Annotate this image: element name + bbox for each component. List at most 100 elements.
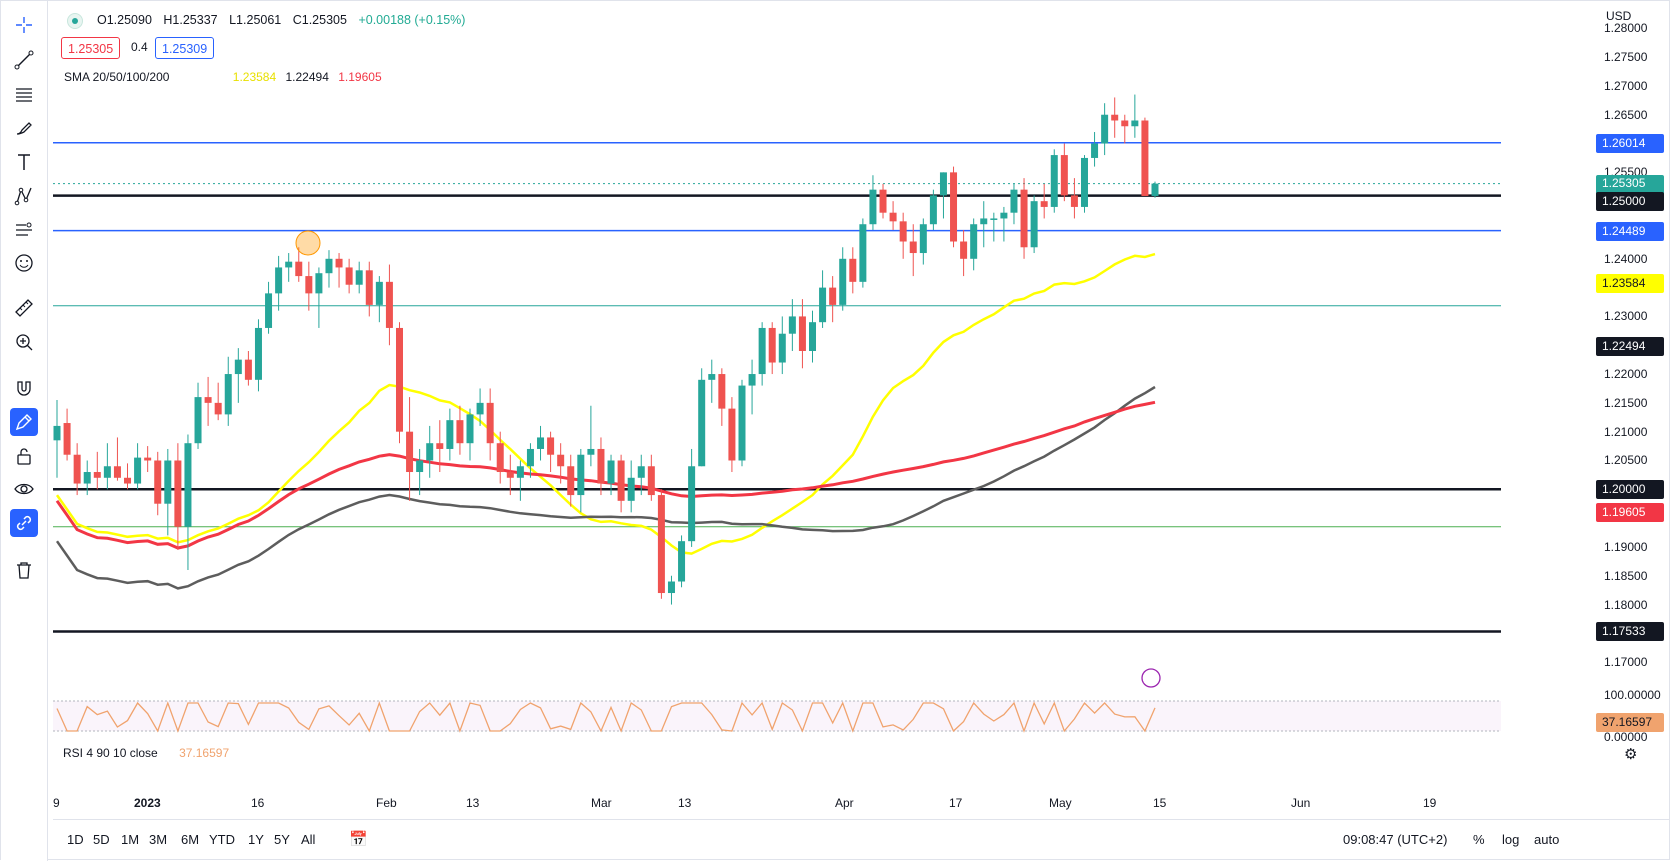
price-tick: 1.26500 <box>1604 107 1648 122</box>
candle-body <box>345 267 353 285</box>
candle-body <box>506 472 514 478</box>
candle-body <box>416 460 424 473</box>
date-label: 2023 <box>134 796 161 810</box>
trash-icon[interactable] <box>10 556 38 584</box>
range-5y-button[interactable]: 5Y <box>274 832 290 847</box>
candle-body <box>486 402 494 444</box>
candle-body <box>1141 120 1149 196</box>
candle-body <box>93 472 101 478</box>
candle-body <box>265 293 273 328</box>
candle-body <box>627 477 635 501</box>
brush-icon[interactable] <box>10 114 38 142</box>
range-5d-button[interactable]: 5D <box>93 832 110 847</box>
settings-gear-icon[interactable]: ⚙ <box>1624 746 1638 763</box>
clock-time[interactable]: 09:08:47 (UTC+2) <box>1343 832 1448 847</box>
candle-body <box>919 224 927 254</box>
trendline-icon[interactable] <box>10 46 38 74</box>
range-1d-button[interactable]: 1D <box>67 832 84 847</box>
lock-icon[interactable] <box>10 442 38 470</box>
range-all-button[interactable]: All <box>301 832 316 847</box>
price-chart-svg[interactable] <box>53 1 1596 791</box>
candle-body <box>768 327 776 363</box>
forecast-icon[interactable] <box>10 216 38 244</box>
price-tick: 1.22000 <box>1604 367 1648 382</box>
candle-body <box>798 316 806 351</box>
text-icon[interactable] <box>10 148 38 176</box>
candle-body <box>809 322 817 351</box>
chart-pane[interactable] <box>53 1 1596 791</box>
candle-body <box>577 454 585 496</box>
candle-body <box>970 224 978 259</box>
candle-body <box>144 457 152 461</box>
candle-body <box>53 425 61 441</box>
candle-body <box>375 281 383 305</box>
sma200-line <box>55 400 1156 550</box>
price-badge-label: 1.19605 <box>1602 505 1646 520</box>
candle-body <box>1070 195 1078 207</box>
date-range-icon[interactable]: 📅 <box>349 831 368 848</box>
candle-body <box>204 397 212 403</box>
sma50-value: 1.22494 <box>285 70 329 84</box>
range-1m-button[interactable]: 1M <box>121 832 140 847</box>
drawing-mode-icon[interactable] <box>10 408 38 436</box>
date-label: 19 <box>1423 796 1437 810</box>
price-tick: 1.27500 <box>1604 50 1648 65</box>
range-6m-button[interactable]: 6M <box>181 832 200 847</box>
buy-button[interactable]: 1.25309 <box>155 37 215 59</box>
crosshair-icon[interactable] <box>10 11 38 39</box>
candle-body <box>325 258 333 274</box>
rsi-label: RSI 4 90 10 close <box>63 746 158 760</box>
emoji-icon[interactable] <box>10 249 38 277</box>
candle-body <box>889 212 897 222</box>
percent-toggle[interactable]: % <box>1473 832 1485 847</box>
price-badge-label: 1.20000 <box>1602 482 1646 497</box>
range-3m-button[interactable]: 3M <box>149 832 168 847</box>
candle-body <box>1121 120 1129 127</box>
candle-body <box>496 443 504 473</box>
price-tick: 1.23000 <box>1604 309 1648 324</box>
candle-body <box>456 420 464 444</box>
range-1y-button[interactable]: 1Y <box>248 832 264 847</box>
log-toggle[interactable]: log <box>1502 832 1520 847</box>
magnet-icon[interactable] <box>10 375 38 403</box>
candle-body <box>1091 143 1099 158</box>
pattern-icon[interactable] <box>10 182 38 210</box>
zoom-in-icon[interactable] <box>10 328 38 356</box>
ruler-icon[interactable] <box>10 294 38 322</box>
fib-retracement-icon[interactable] <box>10 81 38 109</box>
price-tick: 1.17000 <box>1604 655 1648 670</box>
currency-selector[interactable]: USD <box>1606 9 1632 23</box>
price-badge-label: 1.22494 <box>1602 338 1646 353</box>
candle-body <box>597 448 605 484</box>
price-tick: 1.27000 <box>1604 78 1648 93</box>
price-axis[interactable]: 1.280001.275001.270001.265001.255001.250… <box>1596 1 1670 791</box>
rsi-badge: 37.16597 <box>1596 713 1664 732</box>
range-ytd-button[interactable]: YTD <box>209 832 235 847</box>
candle-body <box>778 333 786 363</box>
candle-body <box>657 495 665 594</box>
auto-toggle[interactable]: auto <box>1534 832 1560 847</box>
date-label: 13 <box>466 796 480 810</box>
candle-body <box>819 287 827 323</box>
candle-body <box>395 327 403 432</box>
sell-button[interactable]: 1.25305 <box>61 37 121 59</box>
candle-body <box>1131 120 1139 127</box>
candle-body <box>134 457 142 484</box>
date-label: 9 <box>53 796 60 810</box>
price-badge-label: 1.24489 <box>1602 223 1646 238</box>
eye-icon[interactable] <box>10 475 38 503</box>
candle-body <box>426 443 434 461</box>
candle-body <box>587 448 595 455</box>
rsi-tick: 0.00000 <box>1604 730 1648 744</box>
price-badge-label: 1.17533 <box>1602 624 1646 639</box>
price-badge: 1.20000 <box>1596 480 1664 500</box>
price-tick: 1.20500 <box>1604 453 1648 468</box>
sma20-value: 1.23584 <box>232 70 277 84</box>
candle-body <box>335 258 343 268</box>
ohlc-low: L1.25061 <box>229 13 282 27</box>
candle-body <box>124 477 132 484</box>
link-icon[interactable] <box>10 509 38 537</box>
candle-body <box>708 374 716 380</box>
candle-body <box>829 287 837 305</box>
price-badge: 1.19605 <box>1596 503 1664 523</box>
